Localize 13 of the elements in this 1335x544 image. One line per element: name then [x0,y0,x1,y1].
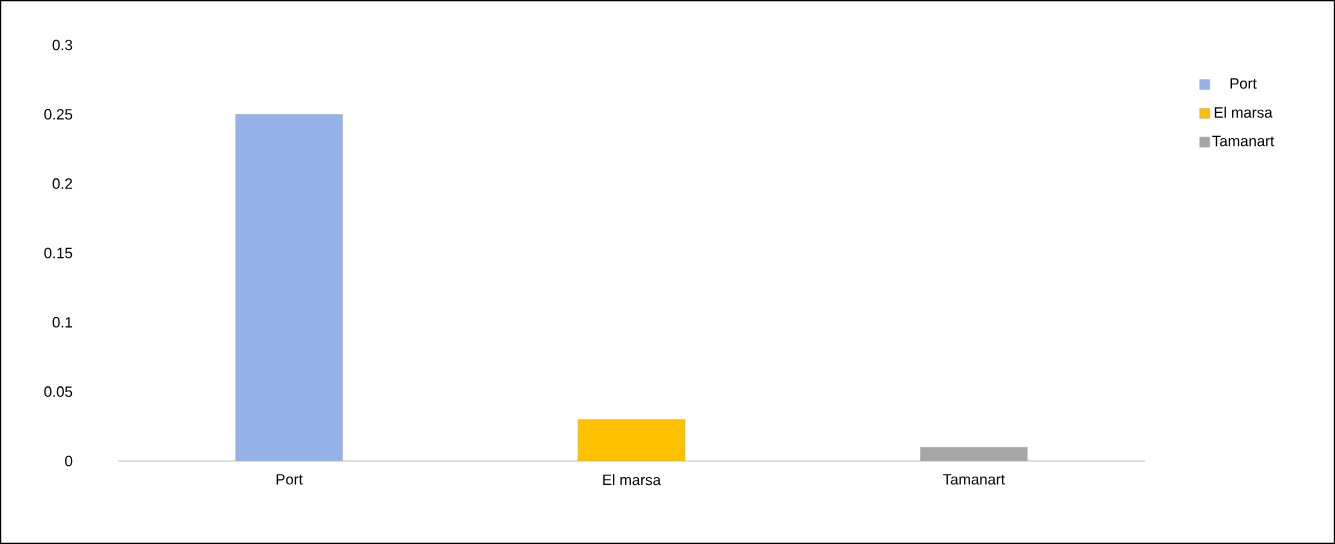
y-tick-label: 0.3 [52,39,73,51]
legend-label: Port [1230,78,1257,89]
x-tick-label: El marsa [603,474,661,486]
y-tick-label: 0.05 [44,386,73,397]
y-tick-label: 0.2 [52,178,73,189]
x-tick-label: Port [276,474,303,485]
x-tick-label: Tamanart [943,474,1005,485]
y-tick-label: 0.1 [52,317,73,328]
legend-label: Tamanart [1212,135,1275,147]
legend-label: El marsa [1214,106,1273,118]
y-tick-label: 0 [65,455,73,467]
y-tick-label: 0.15 [44,247,73,259]
y-tick-label: 0.25 [44,109,73,120]
